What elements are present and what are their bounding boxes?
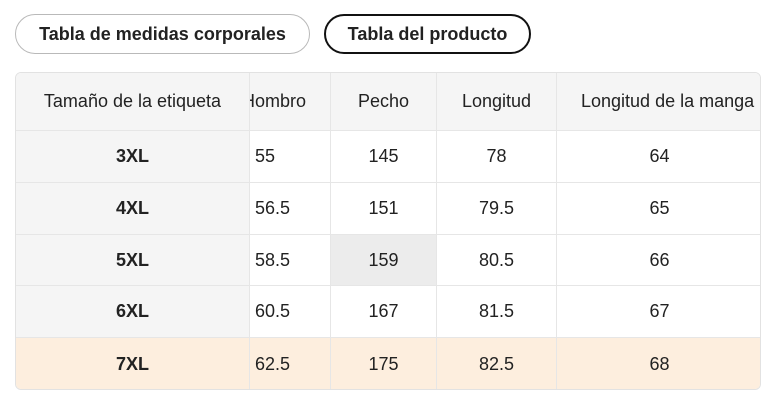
table-row: 3XL 55 145 78 64 <box>16 130 760 182</box>
size-label: 5XL <box>16 235 250 285</box>
size-label: 3XL <box>16 131 250 182</box>
table-row: 6XL 60.5 167 81.5 67 <box>16 285 760 337</box>
header-length: Longitud <box>437 73 557 130</box>
shoulder-value: 55 <box>250 131 331 182</box>
table-row: 5XL 58.5 159 80.5 66 <box>16 234 760 285</box>
length-value: 79.5 <box>437 183 557 234</box>
table-row-highlighted: 7XL 62.5 175 82.5 68 <box>16 337 760 389</box>
size-label: 7XL <box>16 338 250 389</box>
chest-value: 175 <box>331 338 437 389</box>
table-row: 4XL 56.5 151 79.5 65 <box>16 182 760 234</box>
chest-value: 151 <box>331 183 437 234</box>
chest-value-selected: 159 <box>331 235 437 285</box>
header-size-label: Tamaño de la etiqueta <box>16 73 250 130</box>
size-label: 4XL <box>16 183 250 234</box>
sleeve-value: 64 <box>649 146 670 166</box>
chest-value: 167 <box>331 286 437 337</box>
size-label: 6XL <box>16 286 250 337</box>
sleeve-value: 67 <box>649 301 670 321</box>
length-value: 80.5 <box>437 235 557 285</box>
header-sleeve-length: Longitud de la manga <box>557 73 760 130</box>
length-value: 81.5 <box>437 286 557 337</box>
shoulder-value: 60.5 <box>250 286 331 337</box>
header-shoulder: Hombro <box>250 73 331 130</box>
chart-tabs: Tabla de medidas corporales Tabla del pr… <box>15 14 531 54</box>
chest-value: 145 <box>331 131 437 182</box>
shoulder-value: 58.5 <box>250 235 331 285</box>
shoulder-value: 62.5 <box>250 338 331 389</box>
size-table: Tamaño de la etiqueta Hombro Pecho Longi… <box>15 72 761 390</box>
tab-product-measurements[interactable]: Tabla del producto <box>324 14 531 54</box>
sleeve-value: 66 <box>649 249 670 270</box>
sleeve-value: 65 <box>649 198 670 218</box>
header-chest: Pecho <box>331 73 437 130</box>
length-value: 78 <box>437 131 557 182</box>
tab-body-measurements[interactable]: Tabla de medidas corporales <box>15 14 310 54</box>
table-header-row: Tamaño de la etiqueta Hombro Pecho Longi… <box>16 73 760 130</box>
length-value: 82.5 <box>437 338 557 389</box>
header-shoulder-text: Hombro <box>250 91 307 111</box>
sleeve-value: 68 <box>557 338 760 389</box>
shoulder-value: 56.5 <box>250 183 331 234</box>
